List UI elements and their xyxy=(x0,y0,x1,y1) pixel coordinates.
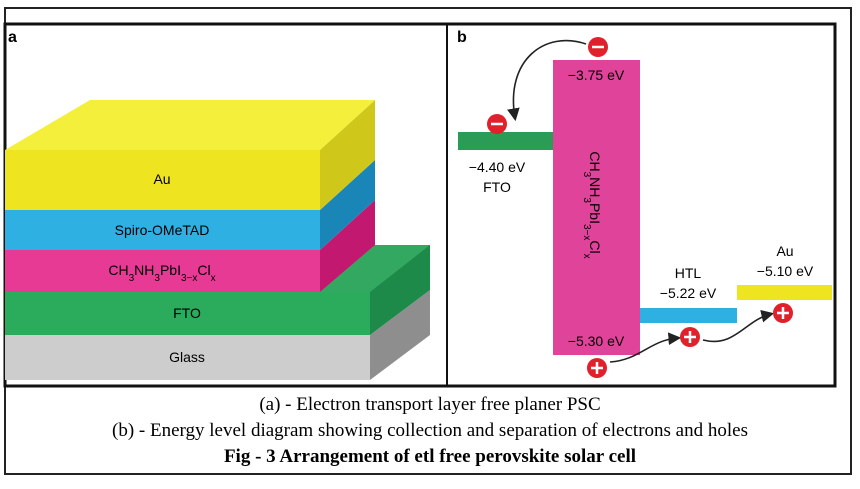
htl-level xyxy=(640,308,737,323)
subscript: 3−x xyxy=(181,273,197,284)
panel-label: a xyxy=(8,29,17,46)
formula-part: NH xyxy=(134,262,154,278)
layer-label: Au xyxy=(153,171,170,187)
subscript: 3−x xyxy=(582,224,593,240)
page: {"figure": { "panel_a": {"label": "a", "… xyxy=(0,0,860,484)
material-label: HTL xyxy=(675,265,702,281)
energy-label: −4.40 eV xyxy=(469,159,526,175)
formula-part: NH xyxy=(587,177,603,197)
au-level xyxy=(737,285,832,300)
subscript: x xyxy=(211,273,216,284)
caption-line: (a) - Electron transport layer free plan… xyxy=(259,394,600,415)
fto-level xyxy=(458,132,553,150)
subscript: x xyxy=(582,254,593,259)
formula-part: CH xyxy=(108,262,128,278)
formula-part: PbI xyxy=(160,262,181,278)
caption-title: Fig - 3 Arrangement of etl free perovski… xyxy=(224,446,636,467)
caption-line: (b) - Energy level diagram showing colle… xyxy=(112,420,748,441)
energy-label: −5.30 eV xyxy=(568,333,625,349)
formula-part: Cl xyxy=(587,240,603,253)
energy-label: −5.22 eV xyxy=(660,285,717,301)
energy-label: −5.10 eV xyxy=(757,263,814,279)
energy-label: −3.75 eV xyxy=(568,67,625,83)
layer-label: Glass xyxy=(169,349,205,365)
material-label: FTO xyxy=(483,179,511,195)
formula-part: PbI xyxy=(587,203,603,224)
formula-part: CH xyxy=(587,151,603,171)
formula-part: Cl xyxy=(197,262,210,278)
layer-label: FTO xyxy=(173,305,201,321)
material-label: Au xyxy=(776,243,793,259)
layer-label: Spiro-OMeTAD xyxy=(115,222,210,238)
layer-stack xyxy=(5,100,430,380)
figure: a Au Spiro-OMeTAD CH3NH3PbI3−xClx FTO Gl… xyxy=(0,0,860,484)
panel-label: b xyxy=(457,29,467,46)
